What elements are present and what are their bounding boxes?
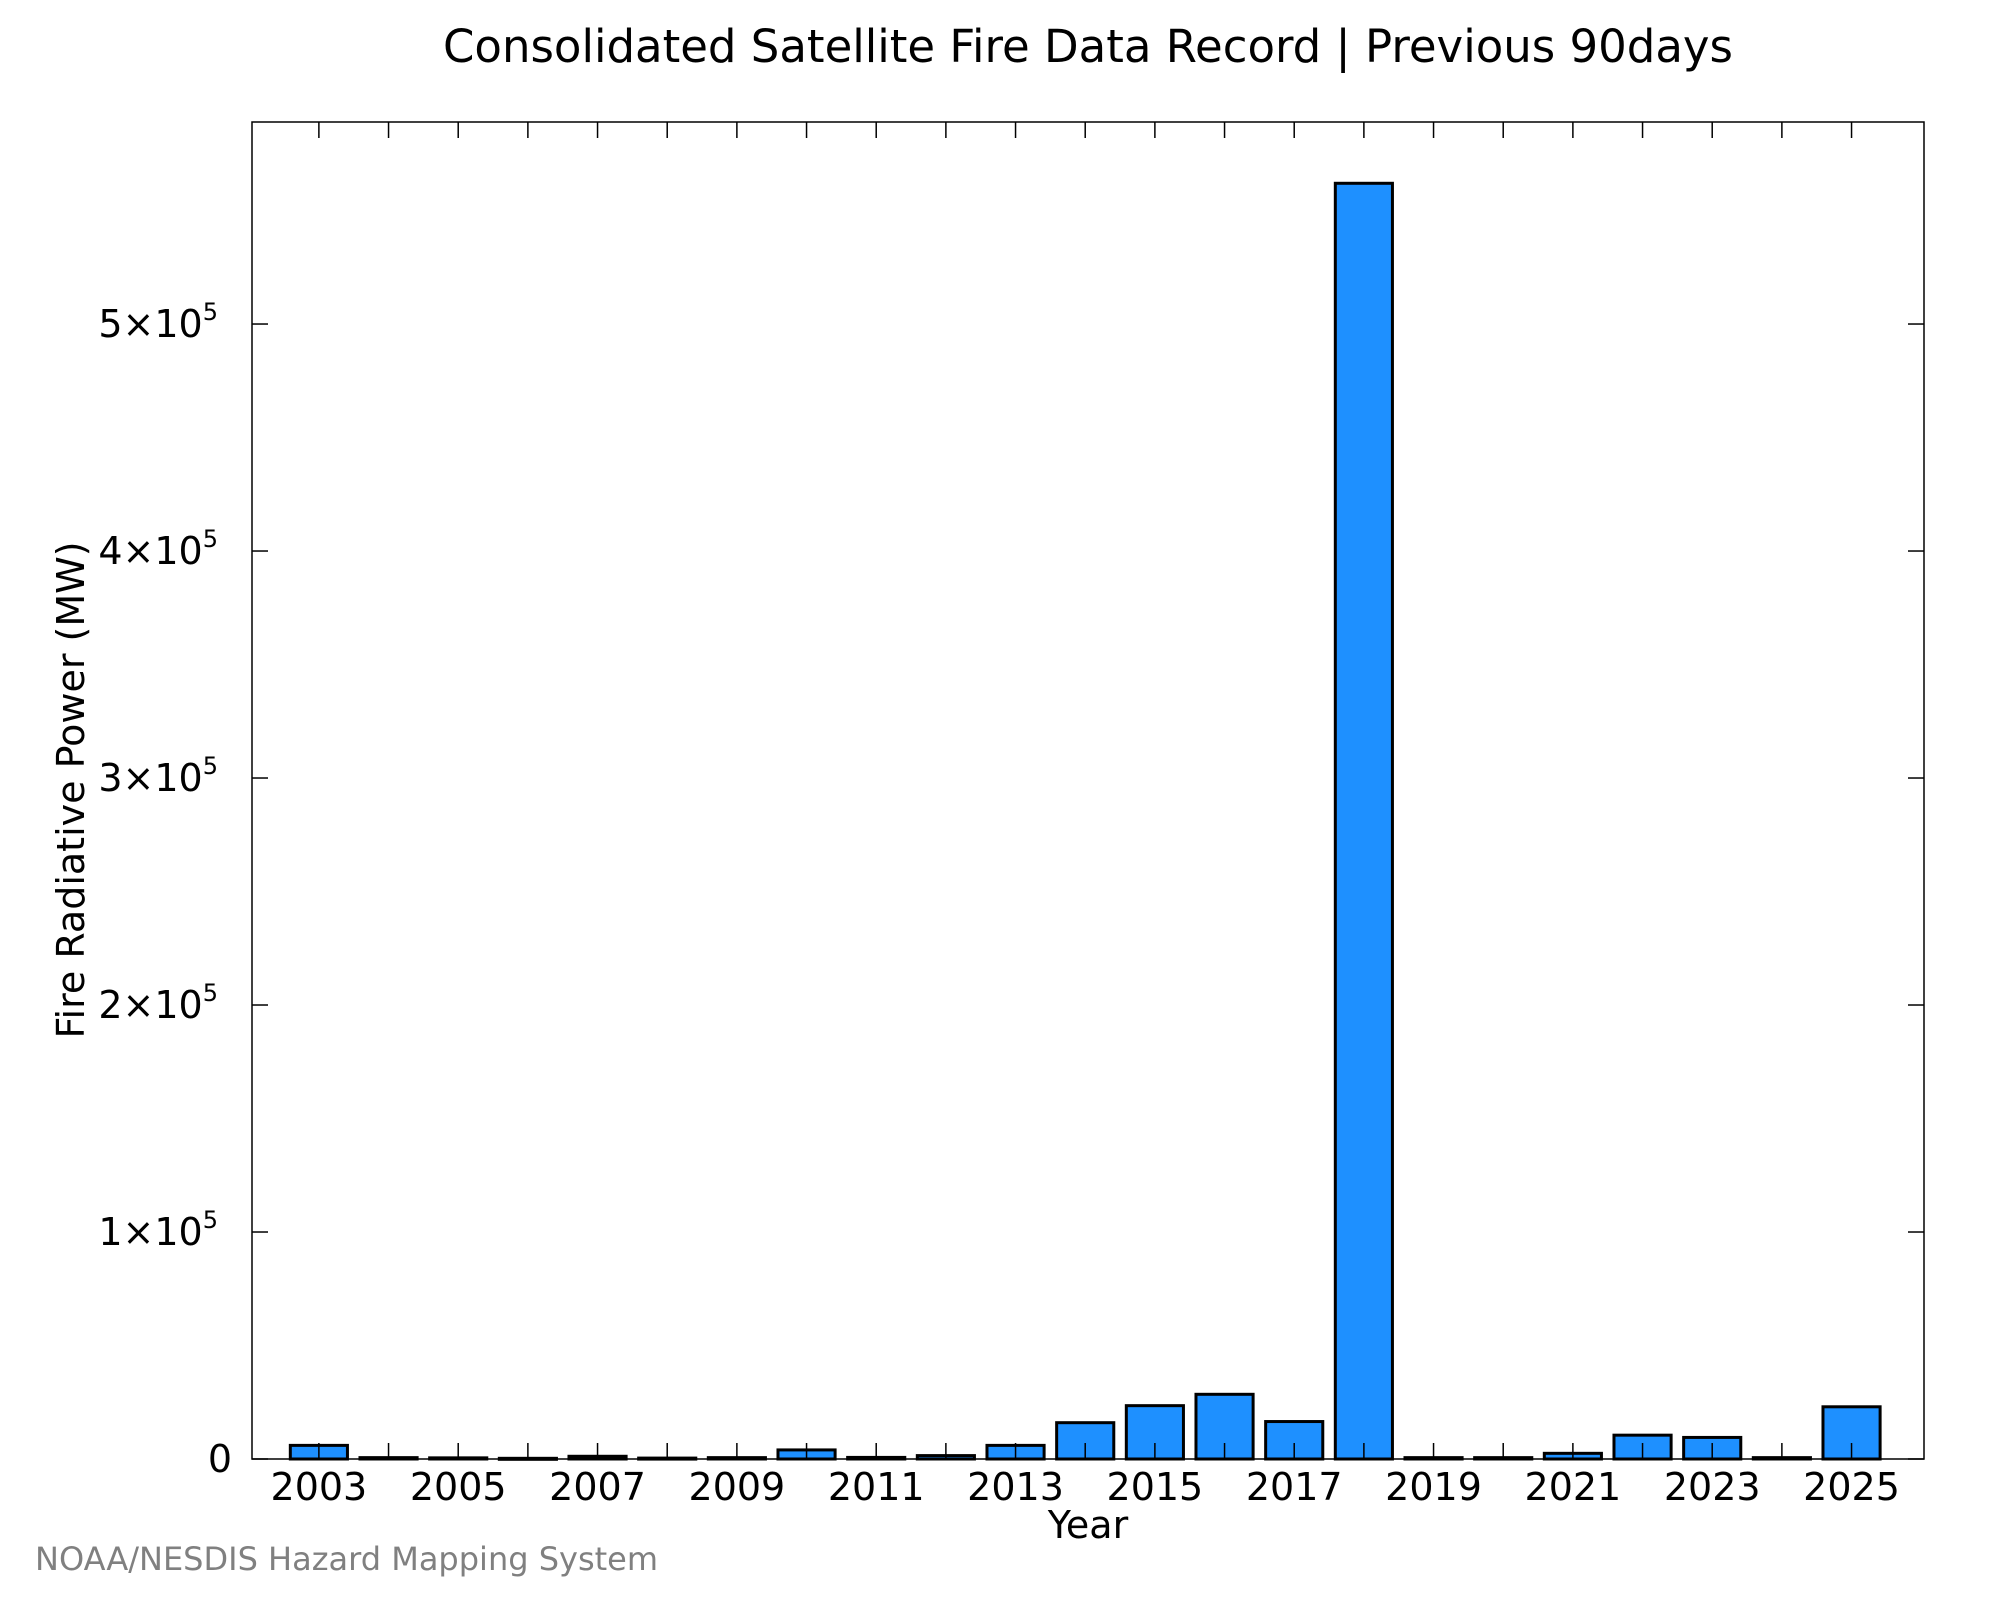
x-axis-label: Year <box>1047 1503 1129 1547</box>
y-tick-label: 5×105 <box>98 298 218 346</box>
y-axis-label: Fire Radiative Power (MW) <box>49 541 93 1038</box>
x-tick-label: 2021 <box>1525 1465 1622 1509</box>
y-tick-label: 0 <box>208 1437 232 1481</box>
x-tick-label: 2007 <box>549 1465 646 1509</box>
bar-2018 <box>1333 181 1394 1461</box>
source-credit: NOAA/NESDIS Hazard Mapping System <box>35 1540 659 1578</box>
bar-group <box>288 181 1882 1461</box>
x-tick-label: 2017 <box>1246 1465 1343 1509</box>
y-tick-label: 3×105 <box>98 752 218 800</box>
y-tick-label: 2×105 <box>98 979 218 1027</box>
x-tick-label: 2005 <box>410 1465 507 1509</box>
x-tick-label: 2011 <box>828 1465 925 1509</box>
y-tick-label: 1×105 <box>98 1206 218 1254</box>
x-tick-label: 2023 <box>1664 1465 1761 1509</box>
chart-title: Consolidated Satellite Fire Data Record … <box>443 20 1733 73</box>
x-tick-label: 2013 <box>967 1465 1064 1509</box>
x-tick-label: 2009 <box>689 1465 786 1509</box>
y-tick-label: 4×105 <box>98 525 218 573</box>
plot-frame <box>251 121 1925 1460</box>
x-tick-label: 2025 <box>1803 1465 1900 1509</box>
x-tick-label: 2019 <box>1385 1465 1482 1509</box>
x-tick-label: 2015 <box>1107 1465 1204 1509</box>
x-tick-label: 2003 <box>271 1465 368 1509</box>
axis-ticks: 2003 2005 2007 2009 2011 2013 2015 2017 2019 2021… <box>98 122 1924 1509</box>
